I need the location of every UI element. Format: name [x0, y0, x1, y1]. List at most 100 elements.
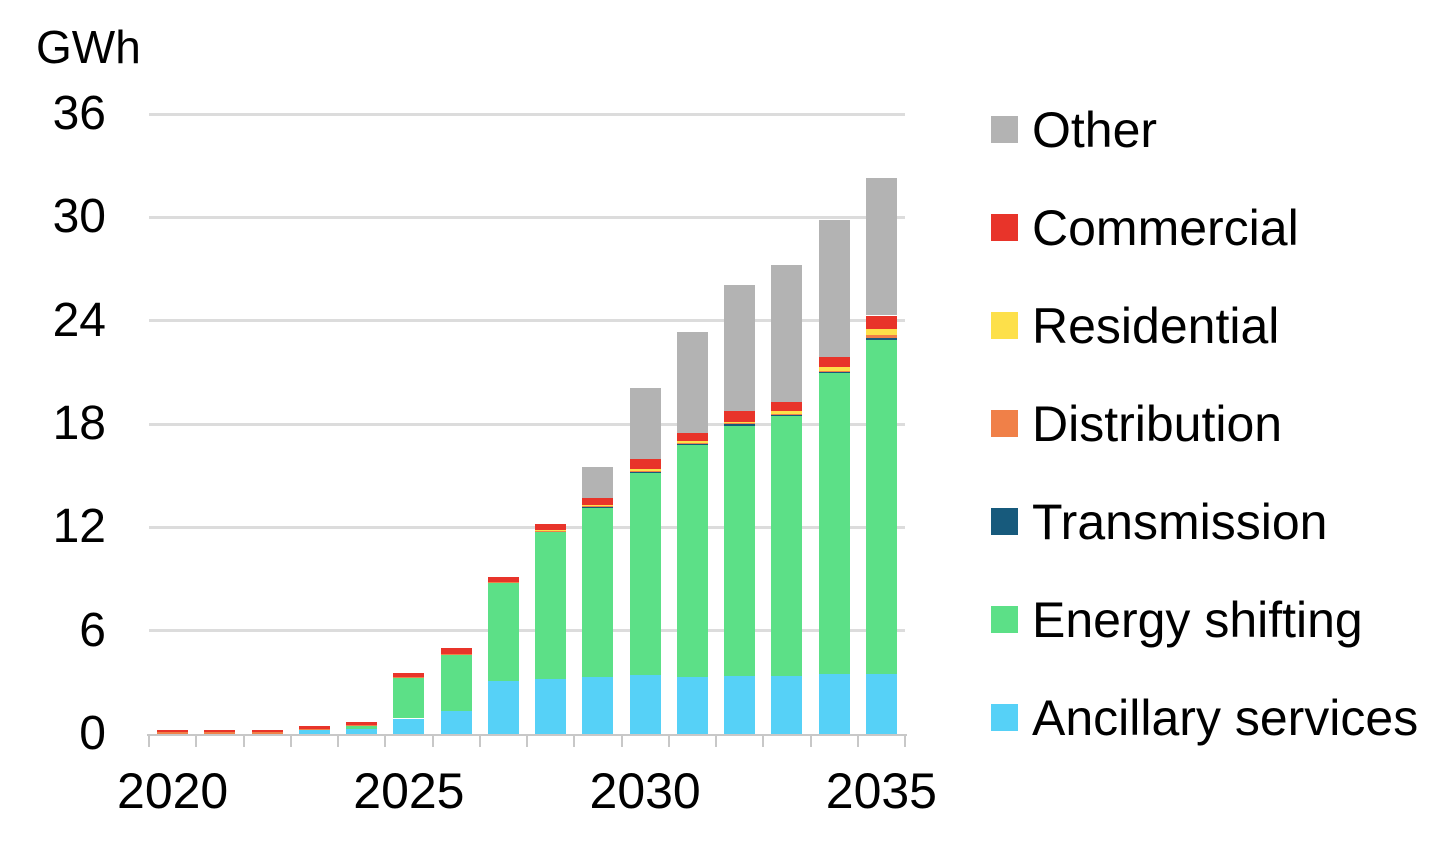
bar-segment-transmission-2034: [818, 371, 850, 373]
bar-segment-other-2031: [676, 332, 708, 434]
gridline-12: [149, 525, 905, 529]
bar-segment-residential-2035: [865, 329, 897, 336]
bar-segment-ancillary-services-2030: [629, 675, 661, 734]
legend-item-other: Other: [991, 105, 1157, 155]
x-tick-label: 2030: [589, 763, 701, 819]
legend-swatch-commercial: [991, 214, 1018, 241]
legend-swatch-energy-shifting: [991, 606, 1018, 633]
bar-segment-residential-2032: [724, 421, 756, 424]
bar-segment-distribution-2033: [771, 413, 803, 415]
legend-swatch-other: [991, 116, 1018, 143]
bar-segment-other-2035: [865, 177, 897, 316]
bar-segment-distribution-2021: [204, 732, 236, 734]
y-tick-label: 18: [52, 397, 106, 450]
bar-segment-ancillary-services-2023: [298, 729, 330, 734]
bar-segment-residential-2029: [582, 505, 614, 507]
legend-label: Transmission: [1032, 493, 1328, 550]
bar-segment-residential-2033: [771, 410, 803, 414]
y-axis-title: GWh: [36, 21, 141, 73]
bar-segment-commercial-2030: [629, 459, 661, 470]
x-axis-tick: [431, 734, 434, 747]
y-tick-label: 24: [52, 293, 106, 347]
legend-label: Commercial: [1032, 199, 1299, 256]
bar-segment-transmission-2029: [582, 507, 614, 509]
legend-item-ancillary-services: Ancillary services: [991, 693, 1418, 743]
bar-segment-ancillary-services-2033: [771, 676, 803, 734]
y-tick-label: 6: [79, 603, 106, 657]
x-axis-tick: [526, 734, 528, 747]
bar-segment-energy-shifting-2028: [535, 531, 567, 679]
bar-segment-commercial-2035: [865, 315, 897, 330]
bar-segment-residential-2028: [535, 530, 567, 531]
bar-segment-energy-shifting-2034: [818, 372, 850, 674]
legend-label: Other: [1032, 101, 1158, 158]
bar-segment-transmission-2032: [724, 424, 756, 426]
bar-segment-distribution-2035: [865, 335, 897, 338]
legend-item-residential: Residential: [991, 301, 1279, 351]
x-axis-tick: [573, 734, 576, 747]
bar-segment-ancillary-services-2031: [676, 676, 708, 734]
bar-segment-other-2032: [724, 284, 756, 412]
x-axis-tick: [195, 734, 198, 747]
gridline-18: [149, 422, 905, 426]
gridline-36: [149, 112, 905, 116]
y-tick-label: 30: [52, 190, 106, 244]
legend-swatch-distribution: [991, 410, 1018, 437]
bar-segment-commercial-2027: [487, 576, 519, 582]
y-tick-label: 0: [79, 707, 106, 760]
bar-segment-commercial-2022: [251, 730, 283, 733]
y-tick-label: 36: [52, 87, 106, 140]
legend-swatch-ancillary-services: [991, 704, 1018, 731]
bar-segment-energy-shifting-2026: [440, 654, 472, 712]
bar-segment-other-2034: [818, 220, 850, 358]
bar-segment-residential-2030: [629, 469, 661, 472]
x-axis-tick: [148, 734, 150, 747]
bar-segment-ancillary-services-2034: [818, 673, 850, 734]
bar-segment-commercial-2021: [204, 730, 236, 733]
bar-segment-distribution-2022: [251, 732, 283, 734]
bar-segment-commercial-2026: [440, 647, 472, 654]
bar-segment-energy-shifting-2032: [724, 425, 756, 677]
bar-segment-commercial-2028: [535, 524, 567, 531]
bar-segment-commercial-2023: [298, 726, 330, 729]
y-tick-label: 12: [52, 500, 106, 554]
legend-item-transmission: Transmission: [991, 497, 1327, 547]
bar-segment-distribution-2026: [440, 653, 472, 655]
x-axis-tick: [856, 734, 859, 747]
gridline-6: [149, 629, 905, 633]
bar-segment-ancillary-services-2026: [440, 711, 472, 734]
bar-segment-energy-shifting-2035: [865, 339, 897, 674]
bar-segment-commercial-2025: [393, 673, 425, 677]
bar-segment-ancillary-services-2028: [535, 678, 567, 734]
bar-segment-distribution-2027: [487, 581, 519, 583]
legend-label: Residential: [1032, 297, 1280, 354]
legend-label: Ancillary services: [1032, 689, 1419, 746]
bar-segment-energy-shifting-2031: [676, 444, 708, 677]
x-tick-label: 2020: [117, 763, 229, 819]
bar-segment-ancillary-services-2027: [487, 681, 519, 734]
bar-segment-distribution-2029: [582, 506, 614, 508]
x-axis-tick: [289, 734, 292, 747]
x-axis-tick: [762, 734, 765, 747]
bar-segment-energy-shifting-2024: [346, 725, 378, 729]
legend-swatch-residential: [991, 312, 1018, 339]
bar-segment-transmission-2033: [771, 414, 803, 416]
x-axis-tick: [715, 734, 717, 747]
bar-segment-commercial-2033: [771, 401, 803, 411]
bar-segment-residential-2031: [676, 441, 708, 444]
bar-segment-energy-shifting-2030: [629, 472, 661, 676]
bar-segment-distribution-2034: [818, 370, 850, 372]
bar-segment-distribution-2031: [676, 443, 708, 445]
bar-segment-commercial-2020: [157, 730, 189, 733]
bar-segment-commercial-2029: [582, 497, 614, 506]
bar-segment-commercial-2032: [724, 411, 756, 422]
x-tick-label: 2025: [353, 763, 465, 819]
bar-segment-distribution-2020: [157, 732, 189, 734]
bar-segment-ancillary-services-2032: [724, 676, 756, 734]
legend-item-commercial: Commercial: [991, 203, 1299, 253]
x-axis-tick: [384, 734, 387, 747]
x-axis-tick: [337, 734, 339, 747]
bar-segment-other-2029: [582, 467, 614, 498]
x-axis-tick: [904, 734, 906, 747]
